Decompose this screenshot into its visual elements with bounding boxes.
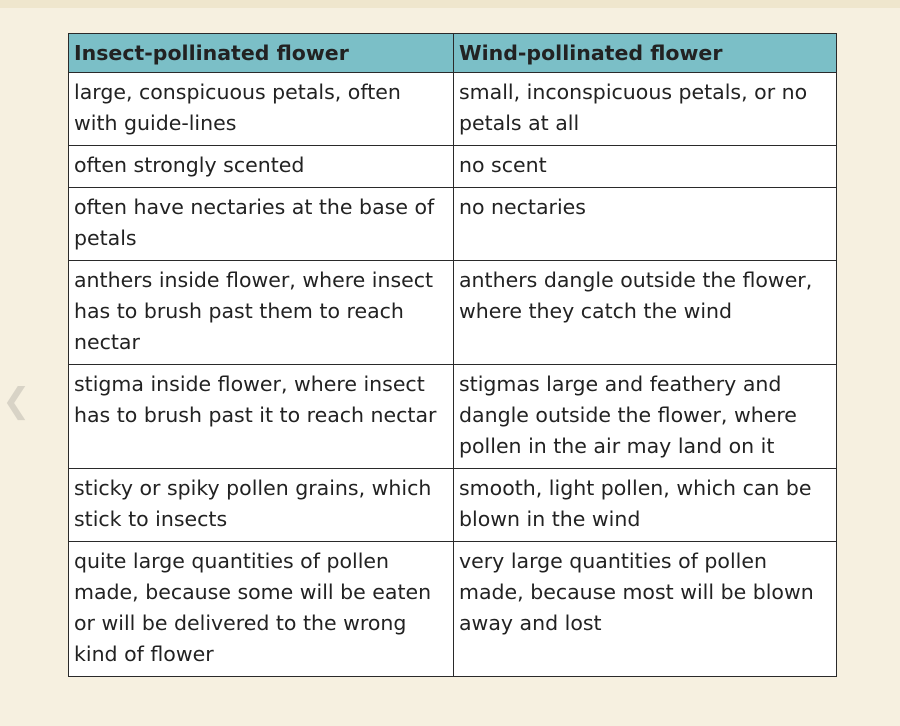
wind-cell: smooth, light pollen, which can be blown… (453, 468, 837, 542)
table-row: often strongly scented no scent (68, 145, 837, 188)
insect-cell: quite large quantities of pollen made, b… (68, 541, 454, 677)
wind-cell: no scent (453, 145, 837, 188)
wind-cell: stigmas large and feathery and dangle ou… (453, 364, 837, 469)
top-band (0, 0, 900, 8)
pollination-comparison-table: Insect-pollinated flower Wind-pollinated… (68, 33, 837, 677)
table-row: quite large quantities of pollen made, b… (68, 541, 837, 677)
table-row: anthers inside flower, where insect has … (68, 260, 837, 365)
insect-cell: anthers inside flower, where insect has … (68, 260, 454, 365)
insect-cell: stigma inside flower, where insect has t… (68, 364, 454, 469)
wind-cell: small, inconspicuous petals, or no petal… (453, 72, 837, 146)
table-row: large, conspicuous petals, often with gu… (68, 72, 837, 146)
insect-cell: often have nectaries at the base of peta… (68, 187, 454, 261)
chevron-left-icon[interactable]: ❮ (2, 381, 31, 421)
insect-cell: large, conspicuous petals, often with gu… (68, 72, 454, 146)
header-wind: Wind-pollinated flower (453, 33, 837, 73)
header-row: Insect-pollinated flower Wind-pollinated… (68, 33, 837, 73)
wind-cell: anthers dangle outside the flower, where… (453, 260, 837, 365)
table-row: sticky or spiky pollen grains, which sti… (68, 468, 837, 542)
insect-cell: sticky or spiky pollen grains, which sti… (68, 468, 454, 542)
table-row: often have nectaries at the base of peta… (68, 187, 837, 261)
header-insect: Insect-pollinated flower (68, 33, 454, 73)
wind-cell: very large quantities of pollen made, be… (453, 541, 837, 677)
wind-cell: no nectaries (453, 187, 837, 261)
insect-cell: often strongly scented (68, 145, 454, 188)
table-row: stigma inside flower, where insect has t… (68, 364, 837, 469)
